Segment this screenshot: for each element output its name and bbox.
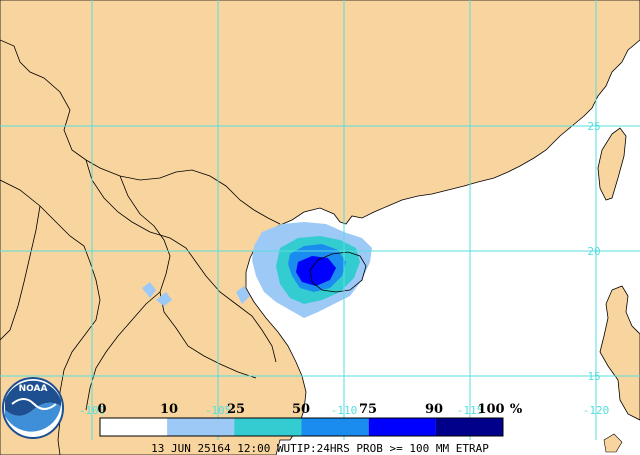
- legend-tick-90: 90: [425, 402, 443, 417]
- prob-10-25-west-patch-3: [236, 286, 250, 304]
- hainan-coastline: [309, 251, 367, 293]
- latitude-labels: 25 20 15: [587, 120, 600, 383]
- legend-tick-0: 0: [97, 402, 106, 417]
- paracel-island: [603, 433, 623, 453]
- legend-bar: [100, 418, 503, 436]
- longitude-label-110: -110: [331, 404, 358, 417]
- latitude-label-20: 20: [587, 245, 600, 258]
- legend-bin-50-75: [301, 418, 369, 436]
- legend-tick-25: 25: [227, 402, 245, 417]
- longitude-label-115: -115: [457, 404, 484, 417]
- longitude-labels: -100 -105 -110 -115 -120: [79, 404, 610, 417]
- latitude-label-15: 15: [587, 370, 600, 383]
- legend-bar-outline: [99, 417, 504, 437]
- probability-shading: [142, 222, 372, 318]
- legend-tick-100: 100: [477, 402, 504, 417]
- longitude-label-105: -105: [205, 404, 232, 417]
- legend-unit: %: [510, 402, 523, 417]
- legend-tick-10: 10: [160, 402, 178, 417]
- taiwan-island: [597, 127, 627, 201]
- legend-bin-90-100: [435, 418, 503, 436]
- luzon-island: [599, 285, 640, 421]
- legend-bin-0-10: [100, 418, 168, 436]
- prob-75-90-region: [296, 256, 336, 286]
- product-caption: 13 JUN 25164 12:00 WUTIP:24HRS PROB >= 1…: [151, 442, 489, 455]
- longitude-label-120: -120: [583, 404, 610, 417]
- probability-legend: 0 10 25 50 75 90 100 %: [97, 402, 523, 437]
- legend-tick-50: 50: [292, 402, 310, 417]
- legend-bin-25-50: [234, 418, 302, 436]
- legend-bin-75-90: [368, 418, 436, 436]
- noaa-logo: NOAA: [2, 377, 64, 439]
- longitude-label-100: -100: [79, 404, 106, 417]
- legend-tick-75: 75: [359, 402, 377, 417]
- legend-bin-10-25: [167, 418, 235, 436]
- prob-10-25-west-patch-1: [142, 282, 156, 298]
- noaa-logo-text: NOAA: [19, 384, 48, 394]
- latitude-label-25: 25: [587, 120, 600, 133]
- prob-10-25-west-patch-2: [156, 292, 172, 306]
- graticule: [0, 0, 640, 440]
